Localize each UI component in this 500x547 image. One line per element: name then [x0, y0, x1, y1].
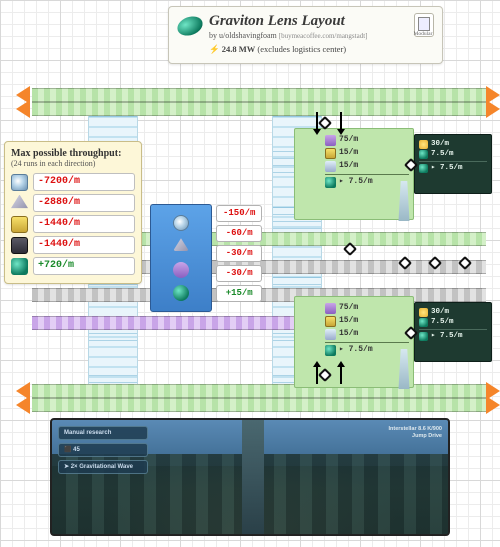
rate-chip: -30/m: [216, 245, 262, 262]
flow-arrow-icon: [340, 366, 342, 384]
throughput-value: -1440/m: [33, 215, 135, 233]
throughput-row: -7200/m: [11, 173, 135, 191]
item-icon: [325, 148, 336, 159]
flow-arrow-icon: [340, 112, 342, 130]
miner-output-value: ▸ 7.5/m: [431, 164, 463, 172]
throughput-value: -7200/m: [33, 173, 135, 191]
item-prism-icon: [173, 238, 189, 254]
rate-chip: -150/m: [216, 205, 262, 222]
prod-output: ▸ 7.5/m: [325, 345, 409, 356]
item-icon: [11, 237, 28, 254]
miner-line: 30/m: [419, 308, 487, 317]
flow-arrow-icon: [316, 112, 318, 130]
throughput-value: +720/m: [33, 257, 135, 275]
byline: by u/oldshavingfoam [buymeacoffee.com/ma…: [209, 31, 408, 40]
prod-line: 15/m: [325, 316, 409, 327]
prod-value: 75/m: [339, 304, 358, 313]
item-lens-icon: [173, 285, 189, 301]
rate-chip: -30/m: [216, 265, 262, 282]
collider-panel-bottom: 30/m 7.5/m ▸ 7.5/m: [414, 302, 492, 362]
item-icon: [325, 135, 336, 146]
throughput-row: +720/m: [11, 257, 135, 275]
belt-bottom-1: [32, 384, 486, 398]
item-icon: [11, 174, 28, 191]
page-title: Graviton Lens Layout: [209, 13, 408, 30]
collider-panel-top: 30/m 7.5/m ▸ 7.5/m: [414, 134, 492, 194]
item-icon: [11, 216, 28, 233]
throughput-row: -1440/m: [11, 236, 135, 254]
prod-output: ▸ 7.5/m: [325, 177, 409, 188]
item-icon: [419, 164, 428, 173]
prod-value: 75/m: [339, 136, 358, 145]
prod-value: 15/m: [339, 330, 358, 339]
item-icon: [11, 258, 28, 275]
graviton-lens-icon: [175, 13, 206, 39]
item-icon: [325, 177, 336, 188]
prod-value: 15/m: [339, 317, 358, 326]
prod-line: 15/m: [325, 148, 409, 159]
item-icon: [419, 140, 428, 149]
item-icon: [419, 332, 428, 341]
miner-line: 30/m: [419, 140, 487, 149]
throughput-value: -1440/m: [33, 236, 135, 254]
item-icon: [325, 316, 336, 327]
miner-value: 7.5/m: [431, 150, 454, 158]
input-logistics-box: [150, 204, 212, 312]
hud-left: Manual research ⬛ 45 ➤ 2× Gravitational …: [58, 426, 148, 477]
arrow-out-icon: [486, 396, 500, 414]
prod-line: 75/m: [325, 303, 409, 314]
item-icon: [325, 345, 336, 356]
throughput-panel: Max possible throughput: (24 runs in eac…: [4, 141, 142, 284]
belt-top-1: [32, 88, 486, 102]
miner-value: 30/m: [431, 140, 449, 148]
rate-chip: +15/m: [216, 285, 262, 302]
throughput-row: -1440/m: [11, 215, 135, 233]
item-icon: [419, 318, 428, 327]
throughput-value: -2880/m: [33, 194, 135, 212]
miner-output-value: ▸ 7.5/m: [431, 332, 463, 340]
copy-label: Modular: [413, 31, 433, 37]
miner-line: 7.5/m: [419, 150, 487, 159]
belt-top-2: [32, 102, 486, 116]
arrow-out-icon: [16, 396, 30, 414]
prod-line: 75/m: [325, 135, 409, 146]
prod-output-value: ▸ 7.5/m: [339, 346, 373, 355]
item-icon: [419, 150, 428, 159]
prod-line: 15/m: [325, 329, 409, 340]
item-icon: [325, 329, 336, 340]
hud-right: Interstellar 8.6 K/900 Jump Drive: [388, 426, 442, 439]
item-icon: [11, 195, 28, 212]
title-card: Graviton Lens Layout by u/oldshavingfoam…: [168, 6, 443, 64]
miner-line: 7.5/m: [419, 318, 487, 327]
miner-value: 30/m: [431, 308, 449, 316]
prod-output-value: ▸ 7.5/m: [339, 178, 373, 187]
production-panel-bottom: 75/m 15/m 15/m ▸ 7.5/m: [294, 296, 414, 388]
flow-arrow-icon: [316, 366, 318, 384]
prod-value: 15/m: [339, 149, 358, 158]
item-crystal-icon: [173, 262, 189, 278]
item-icon: [419, 308, 428, 317]
prod-line: 15/m: [325, 161, 409, 172]
arrow-out-icon: [486, 100, 500, 118]
item-icon: [325, 161, 336, 172]
prod-value: 15/m: [339, 162, 358, 171]
throughput-title: Max possible throughput:: [11, 148, 135, 159]
ingame-screenshot: Manual research ⬛ 45 ➤ 2× Gravitational …: [50, 418, 450, 536]
miner-value: 7.5/m: [431, 318, 454, 326]
arrow-out-icon: [16, 100, 30, 118]
production-panel-top: 75/m 15/m 15/m ▸ 7.5/m: [294, 128, 414, 220]
miner-output: ▸ 7.5/m: [419, 164, 487, 173]
rate-chip: -60/m: [216, 225, 262, 242]
throughput-subtitle: (24 runs in each direction): [11, 159, 135, 168]
miner-output: ▸ 7.5/m: [419, 332, 487, 341]
item-icon: [325, 303, 336, 314]
belt-bottom-2: [32, 398, 486, 412]
power-line: ⚡ 24.8 MW (excludes logistics center): [209, 44, 408, 55]
item-casimir-icon: [173, 215, 189, 231]
rate-chip-stack: -150/m -60/m -30/m -30/m +15/m: [216, 205, 262, 302]
throughput-row: -2880/m: [11, 194, 135, 212]
